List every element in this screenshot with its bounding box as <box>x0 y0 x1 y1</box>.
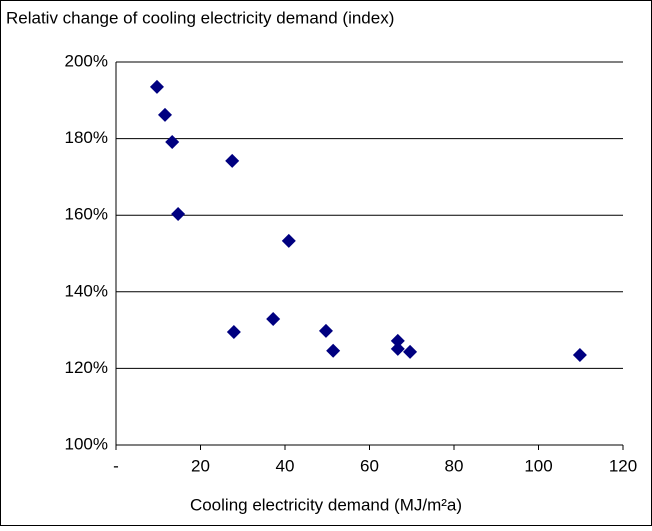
y-tick-label: 180% <box>65 128 108 147</box>
data-point <box>318 323 333 338</box>
x-tick-label: 40 <box>276 456 295 475</box>
x-tick-label: 120 <box>609 456 637 475</box>
y-tick-label: 140% <box>65 281 108 300</box>
y-tick-label: 160% <box>65 205 108 224</box>
y-tick-label: 200% <box>65 51 108 70</box>
data-point <box>171 207 186 222</box>
data-point <box>403 344 418 359</box>
y-tick-label: 120% <box>65 358 108 377</box>
data-point <box>390 333 405 348</box>
data-point <box>281 233 296 248</box>
data-point <box>266 311 281 326</box>
x-tick-label: - <box>113 456 119 475</box>
x-tick-label: 20 <box>191 456 210 475</box>
x-tick-label: 60 <box>360 456 379 475</box>
chart-title: Relativ change of cooling electricity de… <box>6 8 394 27</box>
x-tick-label: 80 <box>445 456 464 475</box>
data-point <box>225 153 240 168</box>
y-tick-label: 100% <box>65 434 108 453</box>
x-axis-label: Cooling electricity demand (MJ/m²a) <box>190 495 462 514</box>
data-point <box>158 107 173 122</box>
data-point <box>326 343 341 358</box>
data-point <box>390 341 405 356</box>
x-tick-label: 100 <box>524 456 552 475</box>
data-point <box>149 79 164 94</box>
data-point <box>572 347 587 362</box>
data-point <box>226 325 241 340</box>
data-point <box>165 135 180 150</box>
